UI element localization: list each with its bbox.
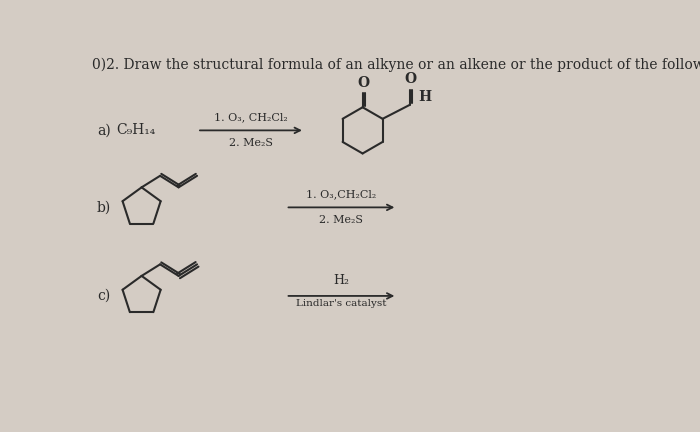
Text: 2. Me₂S: 2. Me₂S (229, 138, 273, 148)
Text: O: O (357, 76, 370, 90)
Text: C₉H₁₄: C₉H₁₄ (116, 124, 155, 137)
Text: b): b) (97, 200, 111, 214)
Text: 1. O₃, CH₂Cl₂: 1. O₃, CH₂Cl₂ (214, 113, 288, 123)
Text: Lindlar's catalyst: Lindlar's catalyst (296, 299, 386, 308)
Text: c): c) (97, 289, 110, 303)
Text: H: H (419, 90, 432, 104)
Text: O: O (405, 73, 416, 86)
Text: a): a) (97, 124, 111, 137)
Text: H₂: H₂ (333, 274, 349, 287)
Text: 1. O₃,CH₂Cl₂: 1. O₃,CH₂Cl₂ (306, 190, 376, 200)
Text: 0)2. Draw the structural formula of an alkyne or an alkene or the product of the: 0)2. Draw the structural formula of an a… (92, 57, 700, 72)
Text: 2. Me₂S: 2. Me₂S (319, 215, 363, 225)
